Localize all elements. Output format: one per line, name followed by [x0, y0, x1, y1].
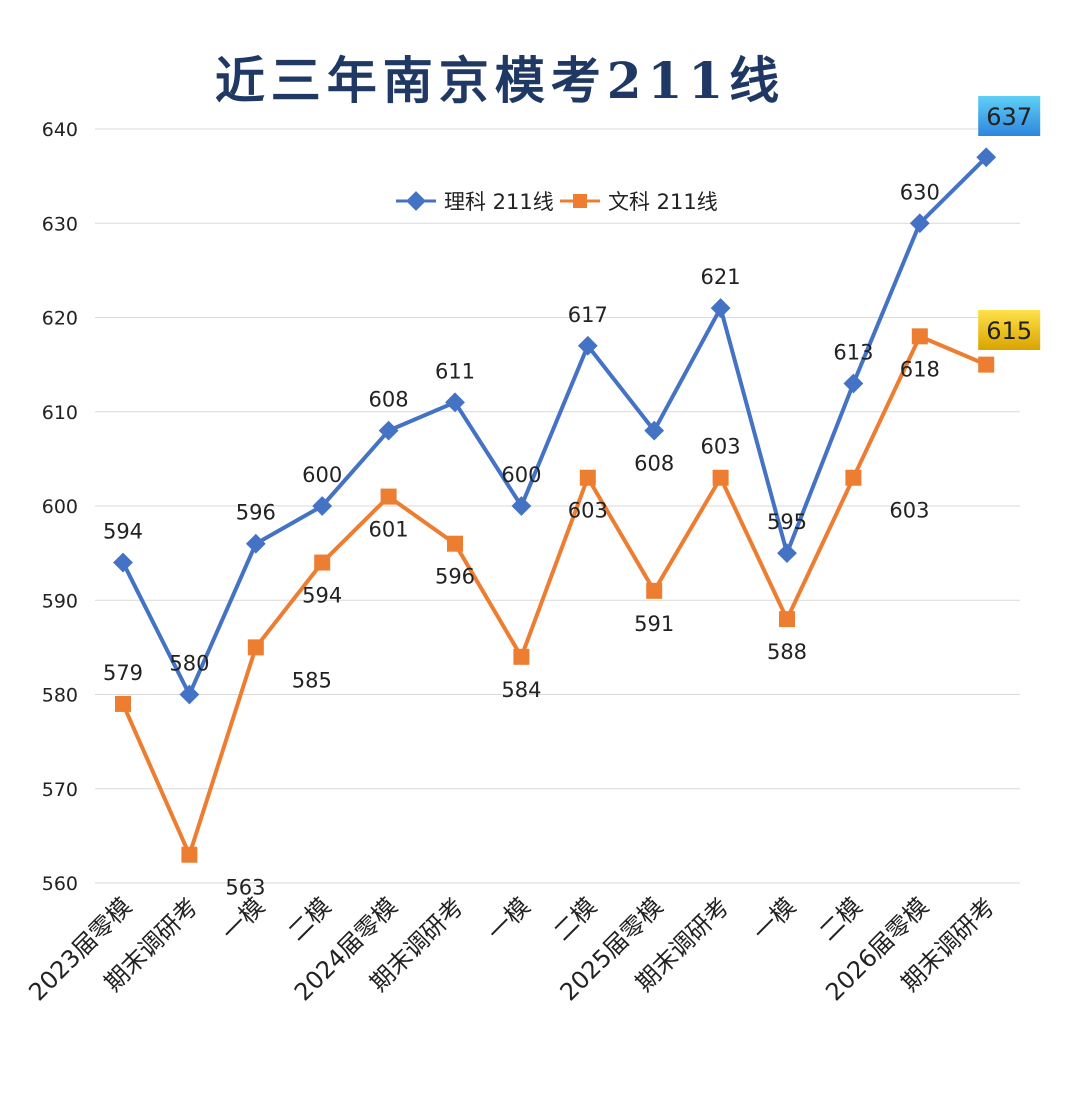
data-label-arts: 585 — [292, 668, 332, 692]
x-tick-label: 一模 — [748, 892, 802, 946]
data-label-science: 611 — [435, 359, 475, 383]
highlight-box — [978, 310, 1041, 350]
point-arts — [380, 488, 397, 505]
data-label-highlight: 615 — [986, 317, 1032, 345]
data-label-science: 580 — [169, 652, 209, 676]
point-science — [179, 684, 200, 705]
data-label-science: 595 — [767, 510, 807, 534]
data-label-arts: 588 — [767, 640, 807, 664]
point-science — [710, 298, 731, 318]
data-label-highlight: 637 — [986, 103, 1032, 131]
y-tick-label: 580 — [42, 685, 78, 707]
x-tick-label: 二模 — [283, 892, 337, 946]
y-tick-label: 630 — [42, 213, 78, 235]
y-tick-label: 570 — [42, 779, 78, 801]
y-tick-label: 600 — [42, 496, 78, 518]
point-arts — [978, 356, 995, 373]
point-arts — [911, 328, 928, 345]
data-label-science: 617 — [568, 303, 608, 327]
chart-title: 近三年南京模考211线 — [215, 51, 785, 110]
data-label-arts: 563 — [225, 876, 265, 900]
point-arts — [314, 554, 331, 571]
data-label-arts: 596 — [435, 565, 475, 589]
legend-item-arts: 文科 211线 — [560, 190, 718, 214]
data-label-science: 594 — [103, 520, 143, 544]
point-science — [312, 496, 333, 516]
grid-lines — [95, 128, 1020, 884]
data-label-science: 613 — [833, 340, 873, 364]
data-label-science: 608 — [634, 452, 674, 476]
x-tick-label: 一模 — [482, 892, 536, 946]
point-science — [577, 335, 598, 356]
data-label-science: 596 — [236, 501, 276, 525]
point-arts — [712, 469, 729, 486]
legend-item-science: 理科 211线 — [396, 190, 554, 214]
data-label-science: 630 — [900, 180, 940, 204]
data-labels: 594 580 596 600 608 611 600 617 608 621 595 613 630 6… — [103, 96, 1041, 900]
point-science — [777, 543, 797, 564]
point-arts — [513, 648, 530, 665]
y-tick-label: 610 — [42, 402, 78, 424]
point-science — [113, 552, 133, 573]
legend-marker-science — [406, 191, 426, 211]
data-label-science: 600 — [501, 463, 541, 487]
data-label-arts: 579 — [103, 661, 143, 685]
data-label-arts: 603 — [701, 435, 741, 459]
data-label-science: 600 — [302, 463, 342, 487]
data-label-arts: 603 — [889, 499, 929, 523]
point-arts — [646, 582, 663, 599]
data-label-science: 621 — [701, 265, 741, 289]
data-label-arts: 591 — [634, 612, 674, 636]
point-arts — [181, 846, 198, 863]
data-label-arts: 618 — [900, 357, 940, 381]
point-science — [843, 373, 864, 394]
data-label-arts: 603 — [568, 499, 608, 523]
point-science — [445, 392, 465, 413]
point-arts — [247, 639, 264, 656]
y-tick-label: 640 — [42, 119, 78, 141]
y-tick-label: 590 — [42, 590, 78, 612]
series-line-science — [121, 155, 988, 697]
y-tick-label: 560 — [42, 873, 78, 895]
data-label-science: 608 — [369, 388, 409, 412]
x-tick-label: 一模 — [216, 892, 270, 946]
y-tick-label: 620 — [42, 308, 78, 330]
point-arts — [447, 535, 463, 552]
legend-label-arts: 文科 211线 — [608, 190, 718, 214]
point-science — [245, 533, 266, 554]
point-science — [511, 496, 532, 516]
y-axis-ticks: 560 570 580 590 600 610 620 630 640 — [42, 119, 78, 895]
point-arts — [779, 611, 795, 628]
data-label-arts: 584 — [501, 678, 541, 702]
legend-marker-arts — [573, 194, 587, 208]
x-tick-label: 二模 — [548, 892, 602, 946]
point-arts — [579, 469, 596, 486]
data-label-arts: 594 — [302, 584, 342, 608]
point-arts — [115, 695, 131, 712]
legend-label-science: 理科 211线 — [444, 190, 554, 214]
point-arts — [845, 469, 862, 486]
highlight-box — [978, 96, 1041, 136]
data-label-arts: 601 — [369, 518, 409, 542]
x-tick-label: 二模 — [814, 892, 868, 946]
point-science — [378, 420, 399, 441]
series-line-arts — [121, 334, 987, 857]
legend: 理科 211线 文科 211线 — [396, 190, 718, 214]
point-science — [644, 420, 665, 441]
